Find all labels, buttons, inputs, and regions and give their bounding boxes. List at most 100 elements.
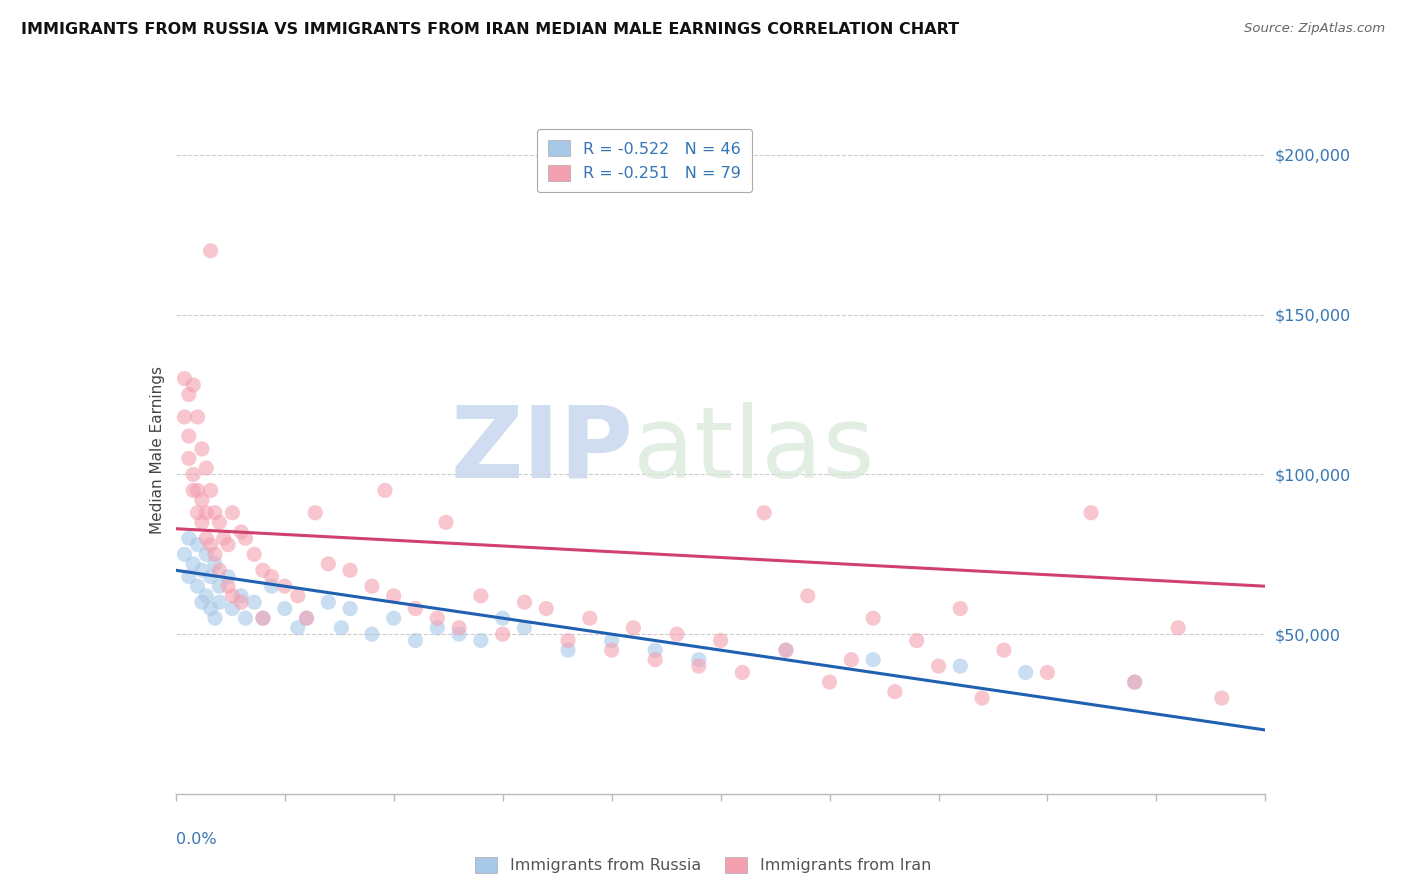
- Point: [200, 538, 222, 552]
- Point: [181, 467, 204, 482]
- Point: [195, 547, 218, 561]
- Point: [177, 531, 200, 545]
- Point: [382, 589, 405, 603]
- Point: [796, 589, 818, 603]
- Text: atlas: atlas: [633, 402, 875, 499]
- Point: [557, 643, 579, 657]
- Point: [221, 506, 243, 520]
- Point: [579, 611, 602, 625]
- Point: [434, 516, 457, 530]
- Text: Source: ZipAtlas.com: Source: ZipAtlas.com: [1244, 22, 1385, 36]
- Point: [221, 589, 243, 603]
- Point: [666, 627, 689, 641]
- Point: [191, 493, 214, 508]
- Point: [1123, 675, 1146, 690]
- Point: [195, 589, 218, 603]
- Point: [235, 531, 257, 545]
- Point: [1167, 621, 1189, 635]
- Point: [688, 653, 710, 667]
- Point: [775, 643, 797, 657]
- Point: [204, 557, 226, 571]
- Point: [949, 659, 972, 673]
- Point: [221, 601, 243, 615]
- Point: [195, 531, 218, 545]
- Point: [231, 524, 253, 539]
- Point: [339, 601, 361, 615]
- Point: [204, 611, 226, 625]
- Point: [862, 653, 884, 667]
- Point: [426, 621, 449, 635]
- Point: [1015, 665, 1038, 680]
- Point: [200, 483, 222, 498]
- Point: [173, 547, 195, 561]
- Point: [217, 579, 239, 593]
- Point: [186, 483, 209, 498]
- Point: [405, 633, 427, 648]
- Point: [949, 601, 972, 615]
- Point: [186, 538, 209, 552]
- Point: [644, 653, 666, 667]
- Point: [173, 409, 195, 424]
- Point: [1123, 675, 1146, 690]
- Point: [470, 633, 492, 648]
- Point: [405, 601, 427, 615]
- Point: [177, 429, 200, 443]
- Point: [557, 633, 579, 648]
- Point: [688, 659, 710, 673]
- Point: [274, 579, 297, 593]
- Point: [492, 627, 515, 641]
- Point: [447, 621, 470, 635]
- Text: ZIP: ZIP: [450, 402, 633, 499]
- Point: [330, 621, 353, 635]
- Point: [621, 621, 644, 635]
- Point: [287, 589, 309, 603]
- Point: [754, 506, 776, 520]
- Legend: R = -0.522   N = 46, R = -0.251   N = 79: R = -0.522 N = 46, R = -0.251 N = 79: [537, 128, 752, 193]
- Point: [191, 563, 214, 577]
- Point: [775, 643, 797, 657]
- Point: [191, 595, 214, 609]
- Point: [318, 595, 340, 609]
- Point: [513, 621, 536, 635]
- Point: [470, 589, 492, 603]
- Point: [195, 506, 218, 520]
- Point: [970, 691, 993, 706]
- Point: [600, 643, 623, 657]
- Point: [287, 621, 309, 635]
- Point: [862, 611, 884, 625]
- Point: [204, 506, 226, 520]
- Point: [191, 516, 214, 530]
- Point: [731, 665, 754, 680]
- Point: [884, 684, 907, 698]
- Point: [600, 633, 623, 648]
- Legend: Immigrants from Russia, Immigrants from Iran: Immigrants from Russia, Immigrants from …: [468, 850, 938, 880]
- Point: [318, 557, 340, 571]
- Point: [905, 633, 928, 648]
- Point: [818, 675, 841, 690]
- Point: [339, 563, 361, 577]
- Point: [186, 506, 209, 520]
- Point: [217, 569, 239, 583]
- Point: [841, 653, 863, 667]
- Point: [204, 547, 226, 561]
- Point: [208, 563, 231, 577]
- Point: [1036, 665, 1059, 680]
- Point: [191, 442, 214, 456]
- Point: [208, 595, 231, 609]
- Point: [200, 569, 222, 583]
- Point: [360, 579, 382, 593]
- Point: [200, 601, 222, 615]
- Point: [534, 601, 557, 615]
- Point: [243, 595, 266, 609]
- Point: [374, 483, 396, 498]
- Point: [200, 244, 222, 258]
- Point: [1211, 691, 1233, 706]
- Point: [260, 579, 283, 593]
- Point: [644, 643, 666, 657]
- Point: [177, 387, 200, 401]
- Point: [260, 569, 283, 583]
- Point: [426, 611, 449, 625]
- Point: [295, 611, 318, 625]
- Point: [382, 611, 405, 625]
- Point: [513, 595, 536, 609]
